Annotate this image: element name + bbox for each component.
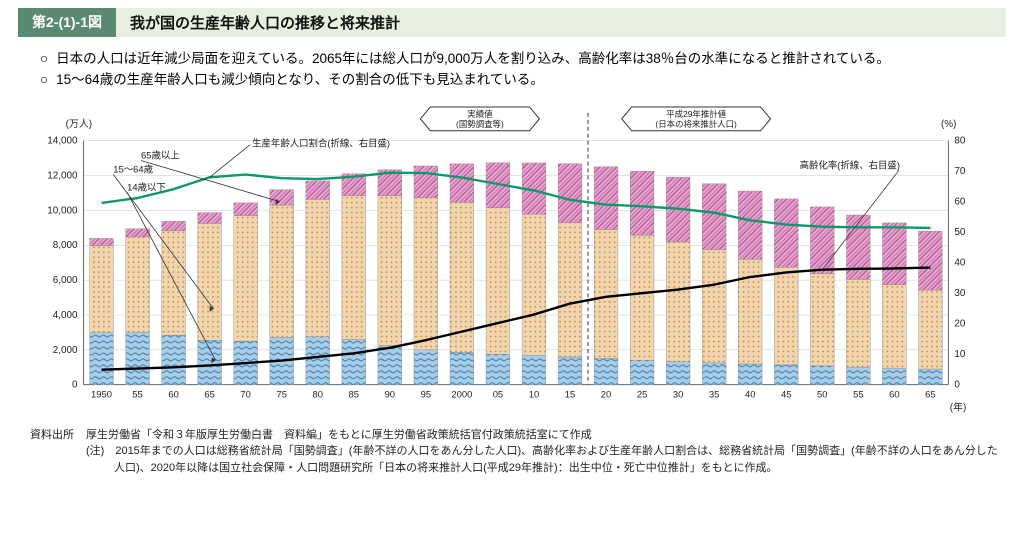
svg-text:2000: 2000 [451, 388, 472, 399]
svg-text:6,000: 6,000 [53, 275, 78, 286]
svg-text:25: 25 [637, 388, 647, 399]
svg-text:(国勢調査等): (国勢調査等) [456, 119, 504, 129]
svg-text:65歳以上: 65歳以上 [141, 149, 180, 160]
svg-text:30: 30 [673, 388, 683, 399]
svg-text:40: 40 [745, 388, 755, 399]
svg-text:高齢化率(折線、右目盛): 高齢化率(折線、右目盛) [800, 159, 900, 170]
bullet-1: 日本の人口は近年減少局面を迎えている。2065年には総人口が9,000万人を割り… [56, 49, 890, 70]
svg-text:14,000: 14,000 [47, 135, 78, 146]
figure-title: 我が国の生産年齢人口の推移と将来推計 [116, 8, 1006, 37]
svg-text:60: 60 [889, 388, 899, 399]
svg-text:60: 60 [168, 388, 178, 399]
svg-text:85: 85 [349, 388, 359, 399]
chart: 0 2,000 4,000 6,000 8,000 10,000 12,000 14,000 0… [22, 101, 1002, 421]
svg-text:実績値: 実績値 [467, 109, 493, 119]
note-label: (注) [86, 445, 115, 457]
svg-text:05: 05 [493, 388, 503, 399]
svg-text:15〜64歳: 15〜64歳 [113, 163, 153, 174]
svg-text:4,000: 4,000 [53, 310, 78, 321]
svg-text:80: 80 [954, 135, 966, 146]
svg-text:45: 45 [781, 388, 791, 399]
svg-text:14歳以下: 14歳以下 [127, 181, 166, 192]
svg-text:2,000: 2,000 [53, 345, 78, 356]
svg-text:95: 95 [421, 388, 431, 399]
svg-text:(%): (%) [941, 119, 956, 130]
svg-text:1950: 1950 [91, 388, 112, 399]
svg-text:35: 35 [709, 388, 719, 399]
svg-text:(年): (年) [950, 400, 967, 413]
svg-text:30: 30 [954, 288, 966, 299]
svg-text:10,000: 10,000 [47, 205, 78, 216]
svg-text:70: 70 [954, 166, 966, 177]
svg-text:75: 75 [276, 388, 286, 399]
svg-text:50: 50 [817, 388, 827, 399]
svg-text:90: 90 [385, 388, 395, 399]
svg-text:70: 70 [240, 388, 250, 399]
svg-text:60: 60 [954, 196, 966, 207]
svg-text:10: 10 [529, 388, 539, 399]
svg-text:20: 20 [601, 388, 611, 399]
svg-text:15: 15 [565, 388, 575, 399]
svg-text:8,000: 8,000 [53, 240, 78, 251]
source-label: 資料出所 [30, 427, 86, 444]
svg-text:0: 0 [954, 380, 960, 391]
svg-text:12,000: 12,000 [47, 170, 78, 181]
svg-text:65: 65 [925, 388, 935, 399]
note-text: 2015年までの人口は総務省統計局「国勢調査」(年齢不詳の人口をあん分した人口)… [114, 445, 998, 474]
svg-text:20: 20 [954, 318, 966, 329]
bullet-2: 15〜64歳の生産年齢人口も減少傾向となり、その割合の低下も見込まれている。 [56, 70, 544, 91]
svg-text:50: 50 [954, 227, 966, 238]
svg-text:生産年齢人口割合(折線、右目盛): 生産年齢人口割合(折線、右目盛) [252, 137, 390, 148]
figure-tag: 第2-(1)-1図 [18, 8, 116, 37]
svg-text:55: 55 [853, 388, 863, 399]
svg-text:0: 0 [72, 380, 78, 391]
svg-text:40: 40 [954, 257, 966, 268]
svg-text:80: 80 [313, 388, 323, 399]
svg-text:(万人): (万人) [66, 118, 92, 130]
svg-text:(日本の将来推計人口): (日本の将来推計人口) [655, 119, 737, 129]
svg-text:55: 55 [132, 388, 142, 399]
svg-text:平成29年推計値: 平成29年推計値 [666, 109, 726, 119]
summary-bullets: ○日本の人口は近年減少局面を迎えている。2065年には総人口が9,000万人を割… [18, 43, 1006, 101]
source-text: 厚生労働省「令和３年版厚生労働白書 資料編」をもとに厚生労働省政策統括官付政策統… [86, 429, 592, 441]
svg-text:65: 65 [204, 388, 214, 399]
svg-text:10: 10 [954, 349, 966, 360]
source-block: 資料出所厚生労働省「令和３年版厚生労働白書 資料編」をもとに厚生労働省政策統括官… [18, 421, 1006, 477]
